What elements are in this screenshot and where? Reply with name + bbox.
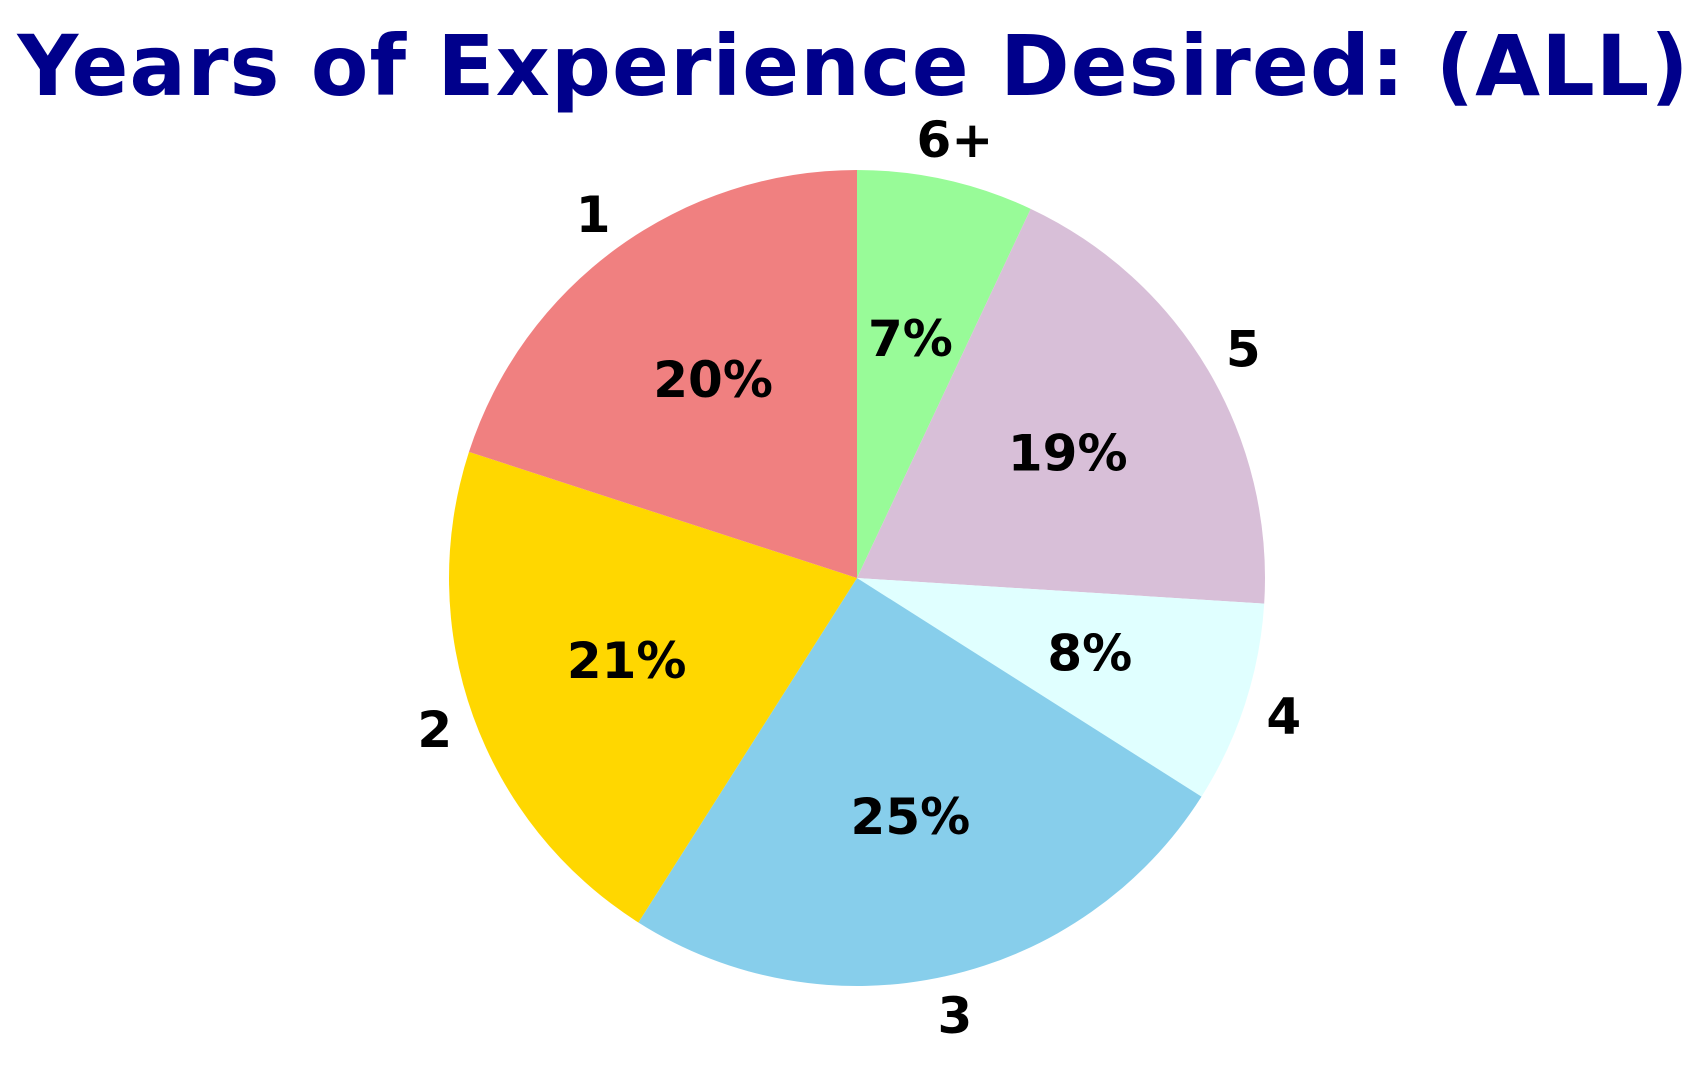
slice-category-label: 3 [938, 987, 973, 1045]
chart-title: Years of Experience Desired: (ALL) [17, 17, 1690, 115]
slice-value-label: 7% [868, 310, 953, 368]
slice-value-label: 21% [567, 632, 687, 690]
slice-category-label: 2 [417, 701, 452, 759]
slice-value-label: 25% [851, 788, 971, 846]
pie-slice-3 [638, 578, 1202, 987]
pie-slice-5 [857, 208, 1266, 604]
slice-value-label: 19% [1008, 424, 1128, 482]
pie-slice-2 [449, 451, 857, 923]
pie-slice-6-plus [857, 170, 1031, 578]
slice-value-label: 20% [653, 351, 773, 409]
slice-category-label: 4 [1266, 688, 1301, 746]
pie-slice-1 [468, 170, 857, 578]
pie-slice-4 [857, 578, 1265, 797]
slice-category-label: 1 [576, 186, 611, 244]
pie-slices [449, 170, 1266, 987]
slice-category-label: 6+ [917, 111, 994, 169]
slice-value-label: 8% [1047, 625, 1132, 683]
pie-labels: 7% 6+ 19% 5 8% 4 25% 3 21% 2 20% 1 [417, 111, 1301, 1045]
slice-category-label: 5 [1226, 321, 1261, 379]
